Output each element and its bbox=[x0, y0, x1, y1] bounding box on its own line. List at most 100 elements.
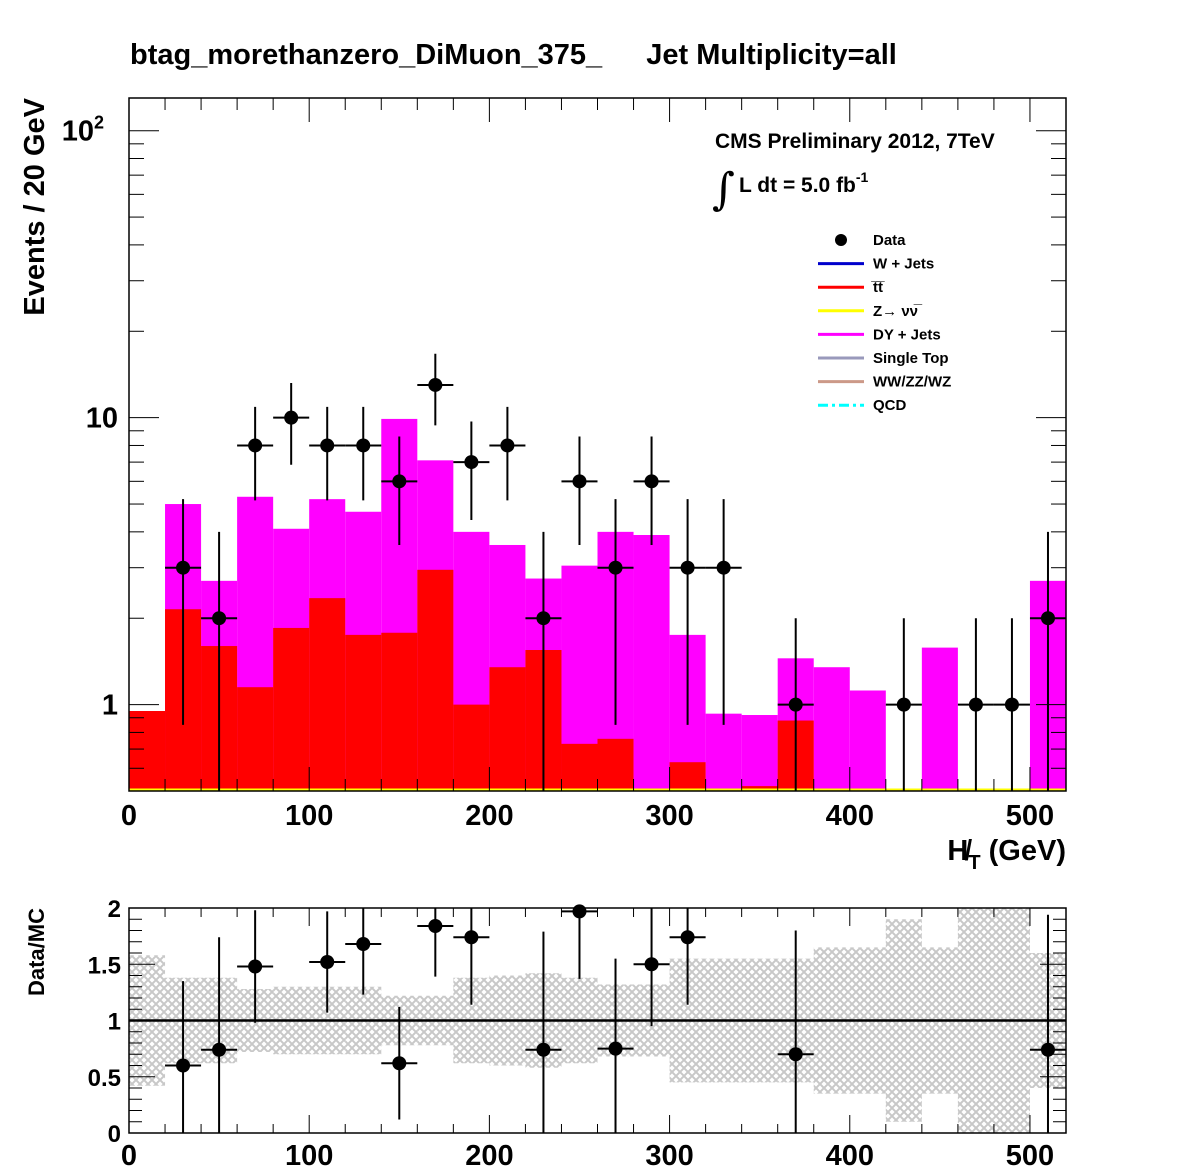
hist-bar-dyjets bbox=[633, 535, 670, 791]
legend: Data W + Jets t̅t̅ Z→ νν̅ DY + Jets Single To… bbox=[818, 232, 951, 414]
lumi-label: L dt = 5.0 fb-1 bbox=[739, 169, 869, 197]
main-y-axis-label: Events / 20 GeV bbox=[19, 97, 51, 315]
chart-title: btag_morethanzero_DiMuon_375_ Jet Multip… bbox=[130, 39, 897, 71]
ratio-point bbox=[644, 957, 659, 972]
legend-label-singletop: Single Top bbox=[873, 350, 949, 367]
legend-label-dyjets: DY + Jets bbox=[873, 326, 941, 343]
legend-label-znunu: Z→ νν̅ bbox=[873, 303, 923, 320]
ratio-point bbox=[572, 904, 587, 919]
legend-label-ttbar: t̅t̅ bbox=[870, 279, 885, 296]
data-point bbox=[248, 438, 263, 453]
ratio-axis-ticks: 0 100 200 300 400 500 0 0.5 1 1.5 2 bbox=[88, 896, 1067, 1172]
ratio-x-tick-label: 400 bbox=[826, 1140, 874, 1172]
ratio-y-tick-label: 0.5 bbox=[88, 1065, 121, 1092]
data-point bbox=[608, 560, 623, 575]
data-point bbox=[428, 377, 443, 392]
chart-title-right: Jet Multiplicity=all bbox=[646, 39, 897, 71]
hist-bar-ttbar bbox=[453, 704, 490, 791]
ratio-point bbox=[176, 1058, 191, 1073]
ratio-point bbox=[212, 1042, 227, 1057]
main-x-tick-label: 200 bbox=[465, 800, 513, 832]
data-point bbox=[464, 455, 479, 470]
hist-bar-dyjets bbox=[705, 713, 742, 791]
hist-bar-dyjets bbox=[741, 715, 778, 791]
ratio-point bbox=[356, 937, 371, 951]
hist-bar-ttbar bbox=[669, 762, 706, 791]
data-point bbox=[356, 438, 371, 453]
ratio-y-tick-label: 1.5 bbox=[88, 952, 121, 979]
main-y-tick-label: 1 bbox=[102, 690, 118, 722]
ratio-y-tick-label: 0 bbox=[108, 1121, 121, 1148]
main-x-tick-label: 0 bbox=[121, 800, 137, 832]
main-data-points bbox=[165, 353, 1066, 791]
hist-bar-dyjets bbox=[921, 647, 958, 791]
legend-label-diboson: WW/ZZ/WZ bbox=[873, 374, 951, 391]
ratio-data-points bbox=[165, 904, 1066, 1133]
cms-label: CMS Preliminary 2012, 7TeV bbox=[715, 130, 995, 153]
lumi-text: L dt = 5.0 fb bbox=[739, 174, 856, 197]
ratio-x-tick-label: 300 bbox=[645, 1140, 693, 1172]
ratio-y-tick-label: 2 bbox=[108, 896, 121, 923]
legend-label-data: Data bbox=[873, 232, 906, 249]
ratio-point bbox=[1040, 1042, 1055, 1057]
data-point bbox=[500, 438, 515, 453]
chart-title-left: btag_morethanzero_DiMuon_375_ bbox=[130, 39, 603, 71]
data-point bbox=[788, 697, 803, 712]
ratio-x-tick-label: 100 bbox=[285, 1140, 333, 1172]
data-point bbox=[392, 474, 407, 489]
hist-bar-ttbar bbox=[417, 569, 454, 791]
main-x-axis-label: H̸T (GeV) bbox=[947, 835, 1066, 874]
ratio-point bbox=[428, 919, 443, 933]
legend-marker-data bbox=[835, 234, 847, 246]
ratio-x-tick-label: 0 bbox=[121, 1140, 137, 1172]
ratio-point bbox=[608, 1041, 623, 1056]
hist-bar-ttbar bbox=[129, 711, 166, 791]
data-point bbox=[680, 560, 695, 575]
data-point bbox=[176, 560, 191, 575]
data-point bbox=[572, 474, 587, 489]
hist-bar-dyjets bbox=[813, 667, 850, 791]
data-point bbox=[716, 560, 731, 575]
ratio-point bbox=[464, 930, 479, 945]
legend-label-wjets: W + Jets bbox=[873, 256, 934, 273]
ratio-point bbox=[788, 1047, 803, 1062]
ratio-panel: 0 100 200 300 400 500 0 0.5 1 1.5 2 Data/MC bbox=[24, 896, 1067, 1172]
legend-label-qcd: QCD bbox=[873, 397, 907, 414]
ratio-y-axis-label: Data/MC bbox=[24, 908, 49, 996]
ratio-x-tick-label: 500 bbox=[1006, 1140, 1054, 1172]
hist-bar-ttbar bbox=[345, 634, 382, 791]
data-point bbox=[284, 410, 299, 425]
hist-bar-ttbar bbox=[561, 743, 598, 791]
main-x-tick-label: 300 bbox=[645, 800, 693, 832]
ratio-point bbox=[392, 1056, 407, 1071]
main-y-tick-label: 10 bbox=[86, 403, 118, 435]
data-point bbox=[1004, 697, 1019, 712]
ratio-point bbox=[680, 930, 695, 945]
ratio-point bbox=[320, 955, 335, 969]
lumi-integral-sign: ∫ bbox=[712, 164, 735, 215]
main-panel: 0 100 200 300 400 500 1 10 102 CMS Preliminary 2… bbox=[19, 97, 1067, 874]
data-point bbox=[536, 611, 551, 626]
ratio-y-tick-label: 1 bbox=[108, 1009, 121, 1036]
main-x-tick-label: 500 bbox=[1006, 800, 1054, 832]
data-point bbox=[644, 474, 659, 489]
main-y-tick-label: 102 bbox=[62, 113, 104, 148]
main-x-tick-label: 400 bbox=[826, 800, 874, 832]
hist-bar-ttbar bbox=[489, 667, 526, 791]
ratio-point bbox=[248, 959, 263, 974]
main-histogram-stack bbox=[129, 418, 1066, 791]
hist-bar-ttbar bbox=[273, 627, 310, 791]
data-point bbox=[1040, 611, 1055, 626]
hist-bar-ttbar bbox=[237, 687, 274, 791]
data-point bbox=[968, 697, 983, 712]
ratio-point bbox=[536, 1042, 551, 1057]
hist-bar-ttbar bbox=[381, 632, 418, 791]
ratio-x-tick-label: 200 bbox=[465, 1140, 513, 1172]
lumi-exponent: -1 bbox=[856, 169, 869, 185]
data-point bbox=[320, 438, 335, 453]
main-x-tick-label: 100 bbox=[285, 800, 333, 832]
hist-bar-ttbar bbox=[597, 738, 634, 791]
hist-bar-dyjets bbox=[849, 690, 886, 791]
data-point bbox=[212, 611, 227, 626]
